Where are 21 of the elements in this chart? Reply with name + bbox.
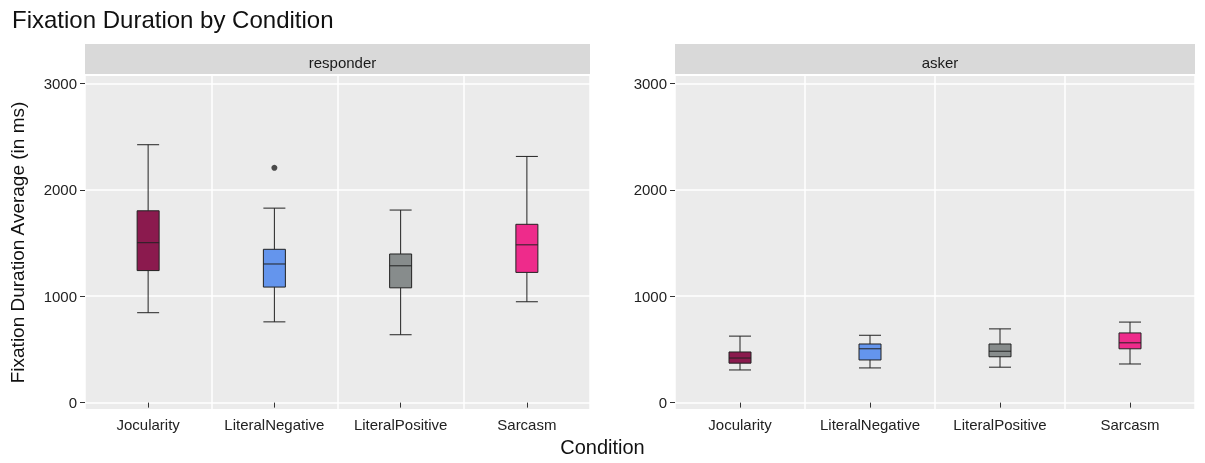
y-tick-label: 3000: [633, 74, 667, 92]
y-tick-label: 0: [658, 394, 667, 412]
y-tick-label: 1000: [633, 287, 667, 305]
chart-title: asker: [921, 54, 959, 71]
chart-subtitle: responder: [308, 54, 377, 71]
x-tick-label: LiteralNegative: [819, 416, 921, 433]
y-tick-label: 2000: [633, 181, 667, 199]
x-tick-label: LiteralPositive: [353, 416, 448, 433]
x-tick-label: LiteralNegative: [224, 416, 325, 433]
y-axis-title: Fixation Duration Average (in ms): [7, 101, 28, 384]
y-tick-label: 2000: [43, 181, 77, 199]
y-tick-label: 1000: [43, 287, 77, 305]
x-tick-label: Sarcasm: [497, 416, 557, 433]
chart-title: Fixation Duration by Condition: [12, 6, 334, 34]
x-tick-label: Sarcasm: [1100, 416, 1160, 433]
y-tick-label: 3000: [43, 74, 77, 92]
x-axis-title: Condition: [559, 436, 646, 459]
x-tick-label: LiteralPositive: [953, 416, 1047, 433]
y-tick-label: 0: [68, 394, 77, 412]
x-tick-label: Jocularity: [708, 416, 773, 433]
x-tick-label: Jocularity: [116, 416, 181, 433]
